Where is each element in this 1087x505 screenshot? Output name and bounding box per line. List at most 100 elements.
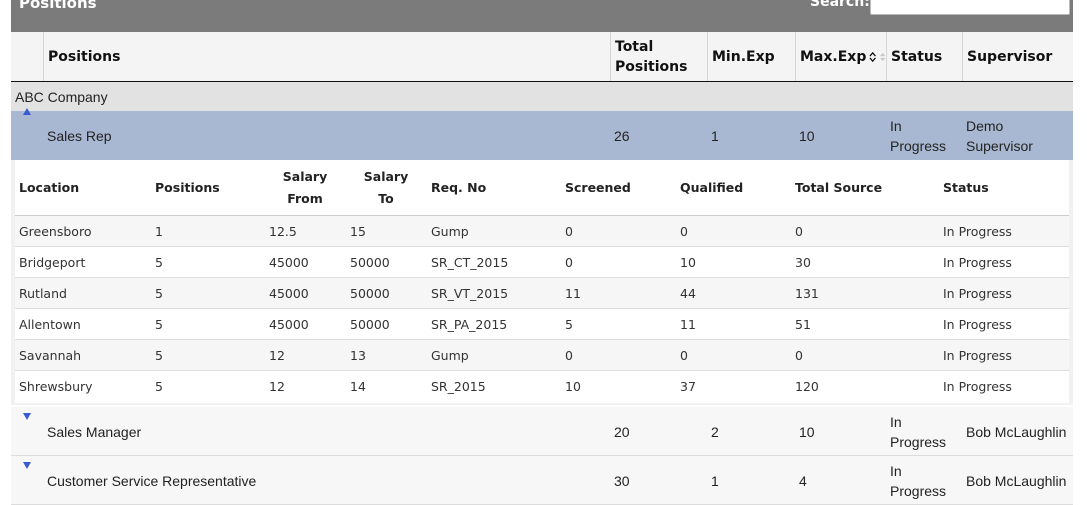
cell-screened: 10 [565,379,581,394]
cell-positions: 1 [155,224,163,239]
cell-screened: 11 [565,286,581,301]
cell-req-no: Gump [431,224,469,239]
location-row: Allentown 5 45000 50000 SR_PA_2015 5 11 … [15,309,1069,340]
cell-positions: 5 [155,255,163,270]
cell-salary-from: 45000 [269,255,309,270]
status-line1: In [890,413,902,430]
position-detail-panel: Location Positions Salary From Salary To R… [11,160,1073,405]
column-header-positions[interactable]: Positions [43,32,610,81]
sub-header-req-no: Req. No [431,180,487,195]
position-row[interactable]: Sales Rep 26 1 10 In Progress Demo Supervi… [11,107,1073,160]
group-name: ABC Company [15,88,108,105]
position-min-exp: 2 [711,423,719,440]
search-input[interactable] [870,0,1070,15]
column-header-positions-label: Positions [48,48,121,65]
salary-from-line1: Salary [282,169,328,184]
sort-both-icon[interactable] [879,51,886,63]
cell-location: Savannah [19,348,82,363]
cell-qualified: 0 [680,348,688,363]
position-supervisor: Bob McLaughlin [966,472,1067,489]
cell-total-source: 131 [795,286,819,301]
positions-table-header: Positions Total Positions Min.Exp Max.Exp… [11,32,1073,82]
position-row[interactable]: Customer Service Representative 30 1 4 I… [11,456,1073,505]
sub-header-screened: Screened [565,180,631,195]
position-name: Customer Service Representative [47,472,257,489]
position-total: 26 [614,127,630,144]
cell-salary-to: 13 [350,348,366,363]
cell-salary-to: 50000 [350,286,390,301]
cell-salary-to: 15 [350,224,366,239]
cell-salary-from: 12 [269,379,285,394]
cell-screened: 0 [565,255,573,270]
sub-header-location: Location [19,180,80,195]
sub-header-total-source: Total Source [795,180,883,195]
position-row[interactable]: Sales Manager 20 2 10 In Progress Bob McL… [11,407,1073,456]
cell-screened: 0 [565,348,573,363]
location-table: Location Positions Salary From Salary To R… [15,160,1069,403]
cell-qualified: 11 [680,317,696,332]
total-line2: Positions [615,58,688,75]
expand-toggle[interactable] [23,459,35,471]
status-line1: In [890,117,902,134]
column-header-status[interactable]: Status [886,32,962,81]
cell-salary-from: 12 [269,348,285,363]
cell-status: In Progress [943,348,1012,363]
cell-positions: 5 [155,317,163,332]
cell-salary-from: 12.5 [269,224,297,239]
cell-qualified: 44 [680,286,696,301]
cell-salary-to: 14 [350,379,366,394]
cell-total-source: 0 [795,224,803,239]
triangle-down-icon[interactable] [23,461,31,469]
supervisor-line1: Demo [966,117,1004,134]
column-header-total-positions[interactable]: Total Positions [610,32,707,81]
sub-header-qualified: Qualified [680,180,744,195]
cell-req-no: SR_VT_2015 [431,286,509,301]
cell-req-no: SR_PA_2015 [431,317,508,332]
cell-location: Shrewsbury [19,379,93,394]
column-header-max-exp[interactable]: Max.Exp [795,32,886,81]
collapse-toggle[interactable] [23,105,35,117]
location-row: Shrewsbury 5 12 14 SR_2015 10 37 120 In … [15,371,1069,402]
cell-location: Bridgeport [19,255,86,270]
position-max-exp: 4 [799,472,807,489]
cell-screened: 5 [565,317,573,332]
column-header-supervisor[interactable]: Supervisor [962,32,1073,81]
sub-header-salary-from: Salary From [277,160,333,216]
cell-positions: 5 [155,286,163,301]
expand-column-header [11,32,43,81]
position-supervisor: Bob McLaughlin [966,423,1067,440]
position-supervisor: Demo Supervisor [966,111,1033,160]
position-total: 20 [614,423,630,440]
position-status: In Progress [890,407,946,456]
cell-total-source: 120 [795,379,819,394]
cell-status: In Progress [943,379,1012,394]
sort-icon[interactable] [869,51,877,63]
panel-title-bar: Positions Search: [11,0,1073,32]
sub-header-salary-to: Salary To [358,160,414,216]
group-row: ABC Company [11,82,1073,111]
status-line2: Progress [890,433,947,450]
location-row: Greensboro 1 12.5 15 Gump 0 0 0 In Progr… [15,216,1069,247]
position-status: In Progress [890,456,946,505]
cell-salary-to: 50000 [350,255,390,270]
column-header-max-exp-label: Max.Exp [800,48,867,65]
position-max-exp: 10 [799,127,815,144]
expand-toggle[interactable] [23,410,35,422]
column-header-min-exp[interactable]: Min.Exp [707,32,795,81]
cell-location: Allentown [19,317,81,332]
cell-total-source: 0 [795,348,803,363]
column-header-total-positions-label: Total Positions [615,37,687,77]
status-line2: Progress [890,482,947,499]
triangle-up-icon[interactable] [23,107,31,115]
location-table-header: Location Positions Salary From Salary To R… [15,160,1069,216]
status-line1: In [890,462,902,479]
cell-total-source: 30 [795,255,811,270]
cell-salary-from: 45000 [269,286,309,301]
cell-qualified: 0 [680,224,688,239]
panel-title: Positions [19,0,97,12]
location-row: Rutland 5 45000 50000 SR_VT_2015 11 44 1… [15,278,1069,309]
triangle-down-icon[interactable] [23,412,31,420]
cell-total-source: 51 [795,317,811,332]
cell-salary-from: 45000 [269,317,309,332]
cell-req-no: Gump [431,348,469,363]
